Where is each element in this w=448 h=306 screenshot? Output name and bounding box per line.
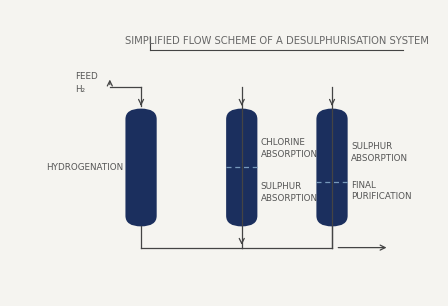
Text: SULPHUR
ABSORPTION: SULPHUR ABSORPTION (351, 142, 408, 162)
Text: FEED: FEED (75, 72, 98, 81)
Text: CHLORINE
ABSORPTION: CHLORINE ABSORPTION (261, 138, 318, 159)
Text: SULPHUR
ABSORPTION: SULPHUR ABSORPTION (261, 182, 318, 203)
FancyBboxPatch shape (125, 109, 157, 226)
Text: FINAL
PURIFICATION: FINAL PURIFICATION (351, 181, 412, 201)
Text: SIMPLIFIED FLOW SCHEME OF A DESULPHURISATION SYSTEM: SIMPLIFIED FLOW SCHEME OF A DESULPHURISA… (125, 36, 428, 46)
FancyBboxPatch shape (226, 109, 258, 226)
FancyBboxPatch shape (316, 109, 348, 226)
Text: HYDROGENATION: HYDROGENATION (47, 163, 124, 172)
Text: H₂: H₂ (75, 85, 85, 94)
